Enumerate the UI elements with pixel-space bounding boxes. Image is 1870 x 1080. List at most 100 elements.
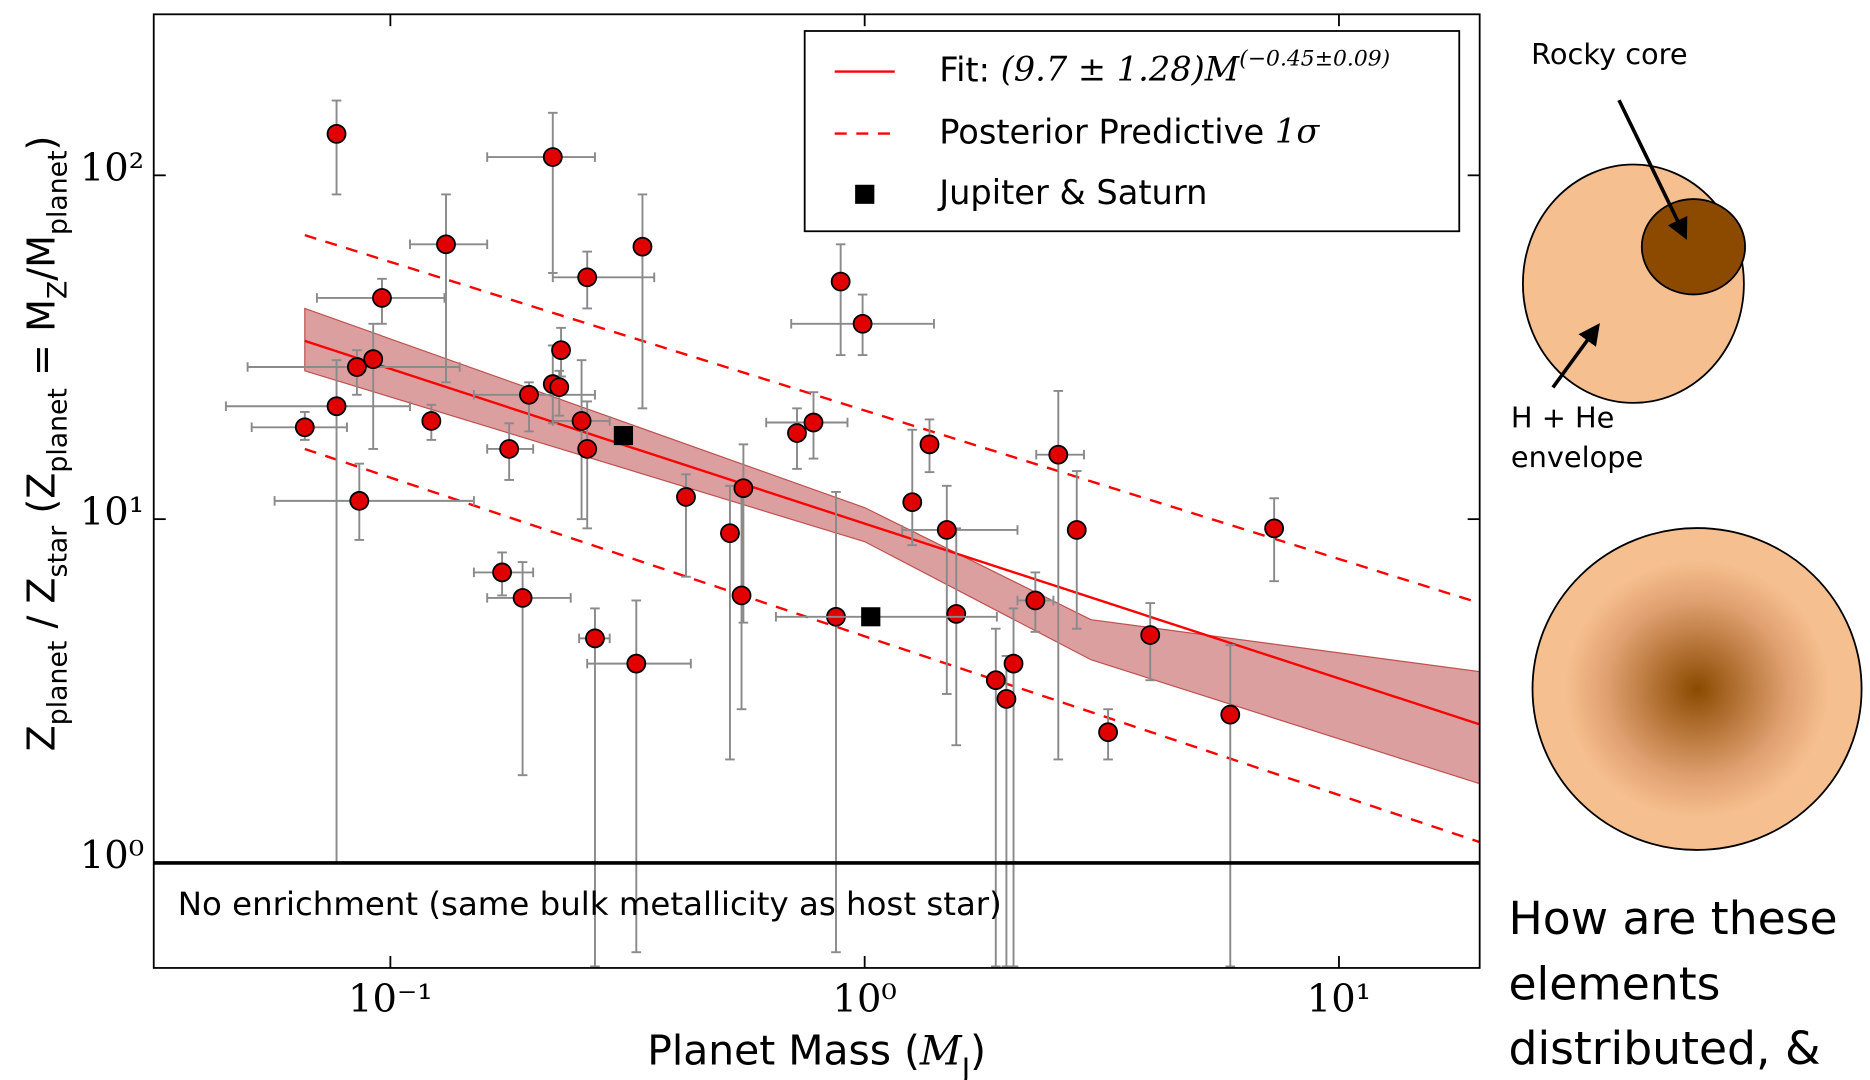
envelope-label: H + He: [1511, 401, 1615, 435]
text-segment: star: [42, 525, 73, 578]
x-tick-label: 10¹: [1307, 976, 1371, 1021]
text-segment: Planet Mass (: [647, 1027, 920, 1075]
text-segment: planet: [42, 150, 73, 235]
text-segment: J: [960, 1052, 970, 1080]
text-segment: (9.7 ± 1.28): [1001, 50, 1205, 89]
planet-point: [436, 234, 456, 255]
core-label: Rocky core: [1531, 37, 1687, 71]
planet-point: [830, 271, 851, 292]
legend-label: Fit: (9.7 ± 1.28)M(−0.45±0.09): [939, 46, 1390, 89]
planet-point: [919, 434, 940, 455]
y-axis-label: Zplanet / Zstar (Zplanet = MZ/Mplanet): [19, 136, 74, 752]
planet-point: [421, 411, 442, 431]
planet-point: [902, 492, 923, 513]
planet-point: [549, 377, 570, 398]
text-segment: M: [1204, 50, 1240, 89]
planet-point: [512, 588, 533, 608]
x-axis-label: Planet Mass (MJ): [647, 1026, 986, 1080]
planet-point: [996, 689, 1017, 709]
y-tick-label: 10²: [80, 146, 144, 191]
planet-point: [551, 340, 571, 361]
planet-point: [294, 417, 315, 438]
text-segment: /M: [19, 235, 64, 281]
envelope-label: envelope: [1511, 440, 1643, 474]
planet-point: [1264, 518, 1285, 539]
plot: No enrichment (same bulk metallicity as …: [19, 13, 1481, 1080]
text-segment: / Z: [19, 577, 64, 640]
text-segment: (−0.45±0.09): [1239, 46, 1390, 71]
text-segment: M: [919, 1026, 963, 1074]
text-segment: planet: [42, 641, 73, 726]
x-tick-label: 10⁻¹: [348, 976, 433, 1021]
planet-point: [349, 491, 370, 511]
diagram: Rocky core H + He envelope How are these…: [1508, 37, 1863, 1075]
legend-box: [803, 30, 1461, 233]
planet-point: [1098, 722, 1118, 743]
planet-point: [852, 313, 873, 334]
envelope-arrow: [1551, 323, 1600, 389]
question-text: How are these: [1508, 892, 1837, 945]
planet-point: [1025, 590, 1046, 611]
text-segment: planet: [42, 388, 73, 473]
planet-point: [363, 349, 384, 369]
plot-frame: [152, 13, 1481, 969]
planet-point: [577, 267, 598, 288]
planet-point: [946, 604, 967, 624]
planet-point: [632, 236, 653, 257]
planet-point: [326, 396, 347, 417]
planet-point: [720, 523, 740, 544]
text-segment: ): [19, 136, 64, 151]
planet-point: [787, 423, 807, 443]
fit-line: [304, 339, 1481, 726]
planet-point: [936, 520, 957, 540]
planet-point: [492, 562, 512, 583]
legend-solar-swatch: [855, 184, 875, 204]
y-tick-label: 10⁰: [80, 833, 144, 878]
rocky-core: [1640, 198, 1746, 296]
posterior-lower: [304, 447, 1481, 844]
solar-system-point: [861, 607, 881, 627]
planet-point: [985, 670, 1006, 691]
planet-point: [571, 411, 592, 431]
planet-point: [733, 478, 754, 499]
planet-point: [542, 147, 563, 167]
text-segment: ): [970, 1027, 986, 1075]
text-segment: 1σ: [1275, 112, 1320, 151]
legend-label: Posterior Predictive 1σ: [939, 112, 1320, 151]
planet-point: [1066, 520, 1087, 540]
planet-point: [1220, 704, 1241, 725]
text-segment: = M: [19, 299, 64, 388]
core-arrow: [1617, 99, 1688, 240]
x-tick-label: 10⁰: [833, 976, 897, 1021]
planet-point: [372, 288, 392, 308]
planet-point: [326, 124, 347, 144]
legend-label: Jupiter & Saturn: [937, 173, 1207, 212]
text-segment: Z: [42, 281, 73, 299]
confidence-band: [304, 307, 1481, 785]
posterior-upper: [304, 233, 1481, 605]
planet-point: [731, 585, 752, 606]
solar-system-point: [613, 426, 634, 446]
annotation: No enrichment (same bulk metallicity as …: [178, 885, 1002, 923]
planet-point: [626, 653, 647, 674]
text-segment: Posterior Predictive: [939, 112, 1275, 151]
planet-point: [346, 357, 367, 377]
question-text: elements: [1508, 958, 1720, 1011]
planet-point: [676, 487, 696, 507]
text-segment: (Z: [19, 473, 64, 526]
planet-point: [577, 439, 598, 459]
question-text: distributed, &: [1508, 1022, 1820, 1075]
planet-point: [1003, 653, 1024, 674]
text-segment: Fit:: [939, 50, 1000, 89]
mixed-planet: [1531, 527, 1863, 851]
y-tick-label: 10¹: [80, 489, 144, 534]
planet-point: [519, 384, 539, 405]
planet-point: [585, 628, 605, 649]
legend: Fit: (9.7 ± 1.28)M(−0.45±0.09) Posterior …: [803, 30, 1461, 233]
planet-point: [803, 412, 824, 433]
text-segment: Z: [19, 725, 64, 751]
planet-point: [499, 439, 520, 459]
planet-point: [1140, 625, 1161, 645]
planet-point: [1048, 444, 1069, 465]
